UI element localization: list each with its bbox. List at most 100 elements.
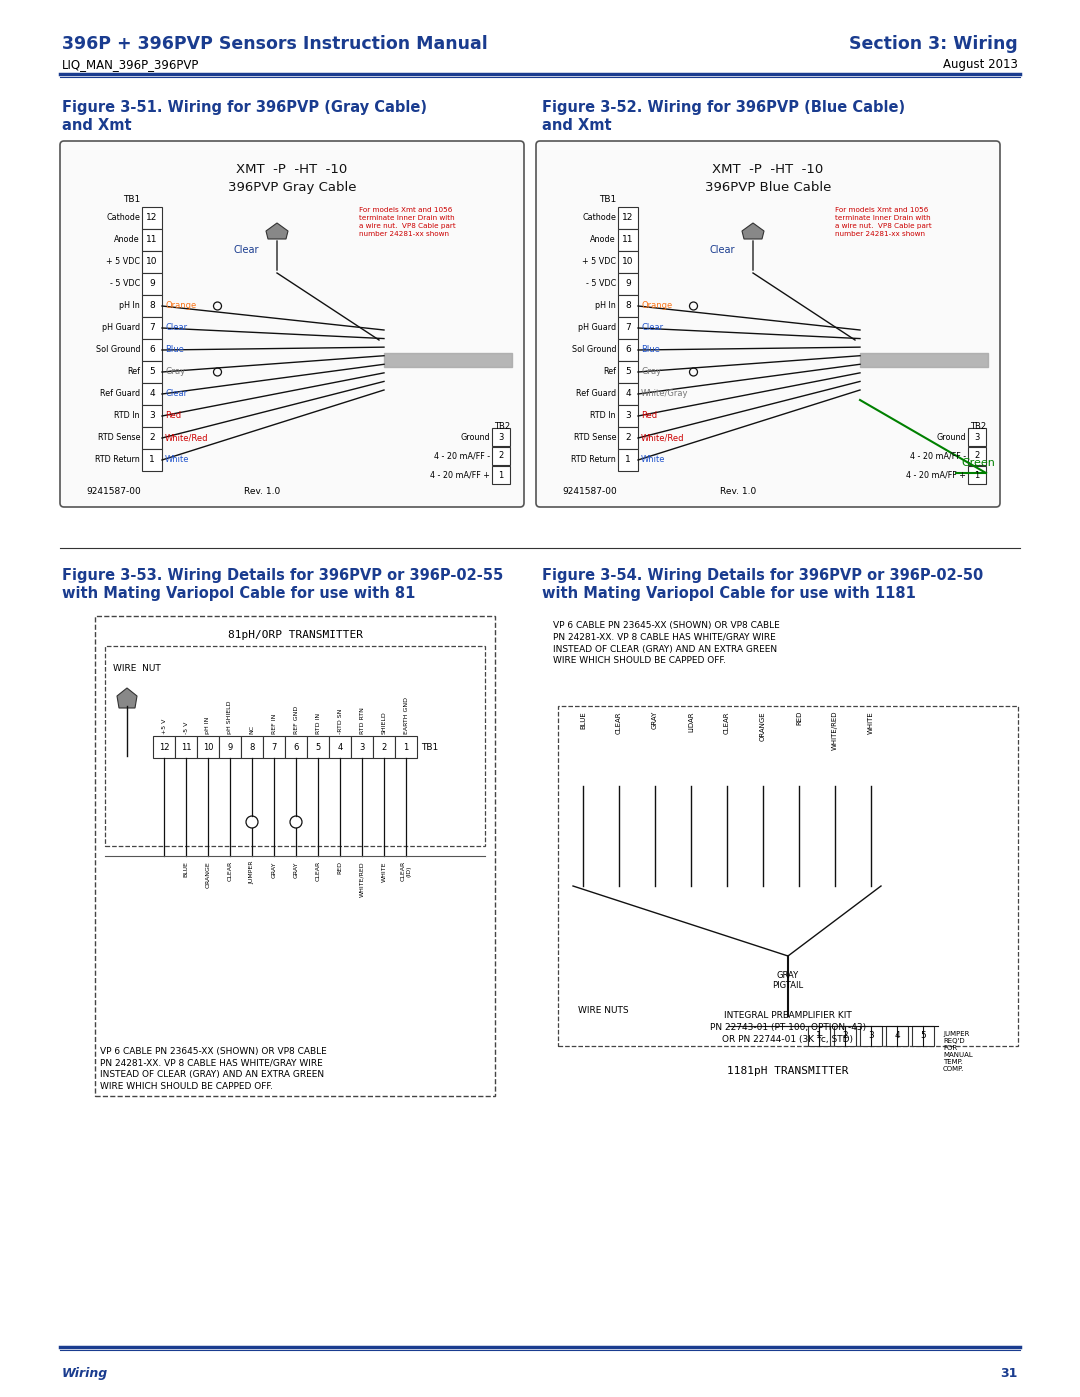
Text: Section 3: Wiring: Section 3: Wiring [849, 35, 1018, 53]
Text: +5 V: +5 V [162, 718, 166, 733]
Bar [141, 207, 162, 229]
Text: 5: 5 [920, 1031, 926, 1041]
Text: TB2: TB2 [494, 422, 510, 432]
Text: 396P + 396PVP Sensors Instruction Manual: 396P + 396PVP Sensors Instruction Manual [62, 35, 488, 53]
Text: CLEAR: CLEAR [616, 711, 622, 733]
Text: 2: 2 [498, 451, 503, 461]
Bar [834, 1025, 856, 1046]
Text: White/Red: White/Red [642, 433, 685, 443]
Bar [618, 295, 638, 317]
Text: with Mating Variopol Cable for use with 1181: with Mating Variopol Cable for use with … [542, 585, 916, 601]
Bar [141, 383, 162, 405]
Text: -5 V: -5 V [184, 722, 189, 733]
Text: TB1: TB1 [123, 196, 140, 204]
Text: 1181pH TRANSMITTER: 1181pH TRANSMITTER [727, 1066, 849, 1076]
FancyBboxPatch shape [60, 141, 524, 507]
Text: Figure 3-53. Wiring Details for 396PVP or 396P-02-55: Figure 3-53. Wiring Details for 396PVP o… [62, 569, 503, 583]
Text: 12: 12 [622, 214, 634, 222]
Bar [492, 467, 510, 483]
Text: 4: 4 [337, 742, 342, 752]
Text: Ground: Ground [460, 433, 490, 441]
Text: 8: 8 [149, 302, 154, 310]
Text: Blue: Blue [165, 345, 184, 355]
Text: Cathode: Cathode [106, 214, 140, 222]
Text: 1: 1 [149, 455, 154, 464]
Bar [141, 339, 162, 360]
Text: 6: 6 [149, 345, 154, 355]
Text: - 5 VDC: - 5 VDC [110, 279, 140, 289]
Text: 11: 11 [146, 236, 158, 244]
Text: GRAY
PIGTAIL: GRAY PIGTAIL [772, 971, 804, 990]
Text: ORANGE: ORANGE [205, 861, 211, 887]
Text: WHITE: WHITE [868, 711, 874, 733]
Bar [886, 1025, 908, 1046]
Text: Blue: Blue [642, 345, 660, 355]
Bar [618, 272, 638, 295]
Text: RTD In: RTD In [591, 412, 616, 420]
Text: WHITE/RED: WHITE/RED [360, 861, 365, 897]
Bar [618, 427, 638, 448]
Text: White: White [165, 455, 189, 464]
Text: Figure 3-54. Wiring Details for 396PVP or 396P-02-50: Figure 3-54. Wiring Details for 396PVP o… [542, 569, 983, 583]
Text: 1: 1 [498, 471, 503, 479]
FancyBboxPatch shape [558, 705, 1018, 1046]
Bar [264, 736, 285, 759]
Text: EARTH GND: EARTH GND [404, 697, 408, 733]
Bar [968, 467, 986, 483]
Text: Clear: Clear [710, 244, 735, 256]
Bar [618, 405, 638, 427]
Text: 396PVP Gray Cable: 396PVP Gray Cable [228, 182, 356, 194]
Bar [141, 272, 162, 295]
Text: 9241587-00: 9241587-00 [86, 486, 140, 496]
Text: SHIELD: SHIELD [381, 711, 387, 733]
Text: 6: 6 [625, 345, 631, 355]
Text: 2: 2 [842, 1031, 848, 1041]
Text: For models Xmt and 1056
terminate Inner Drain with
a wire nut.  VP8 Cable part
n: For models Xmt and 1056 terminate Inner … [835, 207, 932, 237]
Polygon shape [117, 687, 137, 708]
Text: LIQ_MAN_396P_396PVP: LIQ_MAN_396P_396PVP [62, 59, 200, 71]
Text: 31: 31 [1001, 1368, 1018, 1380]
Text: XMT  -P  -HT  -10: XMT -P -HT -10 [237, 163, 348, 176]
Bar [351, 736, 373, 759]
Text: Ref Guard: Ref Guard [576, 390, 616, 398]
Bar [241, 736, 264, 759]
Text: RTD IN: RTD IN [315, 712, 321, 733]
Text: 10: 10 [203, 742, 213, 752]
Text: 3: 3 [974, 433, 980, 441]
Text: VP 6 CABLE PN 23645-XX (SHOWN) OR VP8 CABLE
PN 24281-XX. VP 8 CABLE HAS WHITE/GR: VP 6 CABLE PN 23645-XX (SHOWN) OR VP8 CA… [100, 1046, 327, 1091]
Text: Cathode: Cathode [582, 214, 616, 222]
Text: 4 - 20 mA/FF +: 4 - 20 mA/FF + [906, 471, 966, 479]
Text: 7: 7 [271, 742, 276, 752]
Text: and Xmt: and Xmt [542, 117, 611, 133]
Text: 7: 7 [625, 324, 631, 332]
Text: 1: 1 [625, 455, 631, 464]
Text: 4 - 20 mA/FF -: 4 - 20 mA/FF - [909, 451, 966, 461]
Text: CLEAR: CLEAR [315, 861, 321, 882]
Bar [618, 360, 638, 383]
Text: White/Gray: White/Gray [642, 390, 689, 398]
Text: Clear: Clear [642, 324, 663, 332]
Bar [141, 405, 162, 427]
Bar [373, 736, 395, 759]
Text: 6: 6 [294, 742, 299, 752]
Text: White: White [642, 455, 665, 464]
Text: LIDAR: LIDAR [688, 711, 694, 732]
Text: Ref: Ref [603, 367, 616, 377]
Bar [492, 447, 510, 465]
Text: Sol Ground: Sol Ground [95, 345, 140, 355]
Text: JUMPER: JUMPER [249, 861, 255, 884]
Bar [329, 736, 351, 759]
Text: Sol Ground: Sol Ground [571, 345, 616, 355]
Bar [197, 736, 219, 759]
Text: Clear: Clear [233, 244, 259, 256]
Text: Anode: Anode [591, 236, 616, 244]
Bar [141, 251, 162, 272]
Text: 12: 12 [146, 214, 158, 222]
Text: pH Guard: pH Guard [578, 324, 616, 332]
Text: 4: 4 [625, 390, 631, 398]
Bar [618, 317, 638, 339]
Text: Figure 3-52. Wiring for 396PVP (Blue Cable): Figure 3-52. Wiring for 396PVP (Blue Cab… [542, 101, 905, 115]
Text: Ref Guard: Ref Guard [99, 390, 140, 398]
Text: ORANGE: ORANGE [760, 711, 766, 740]
Text: 4 - 20 mA/FF -: 4 - 20 mA/FF - [434, 451, 490, 461]
